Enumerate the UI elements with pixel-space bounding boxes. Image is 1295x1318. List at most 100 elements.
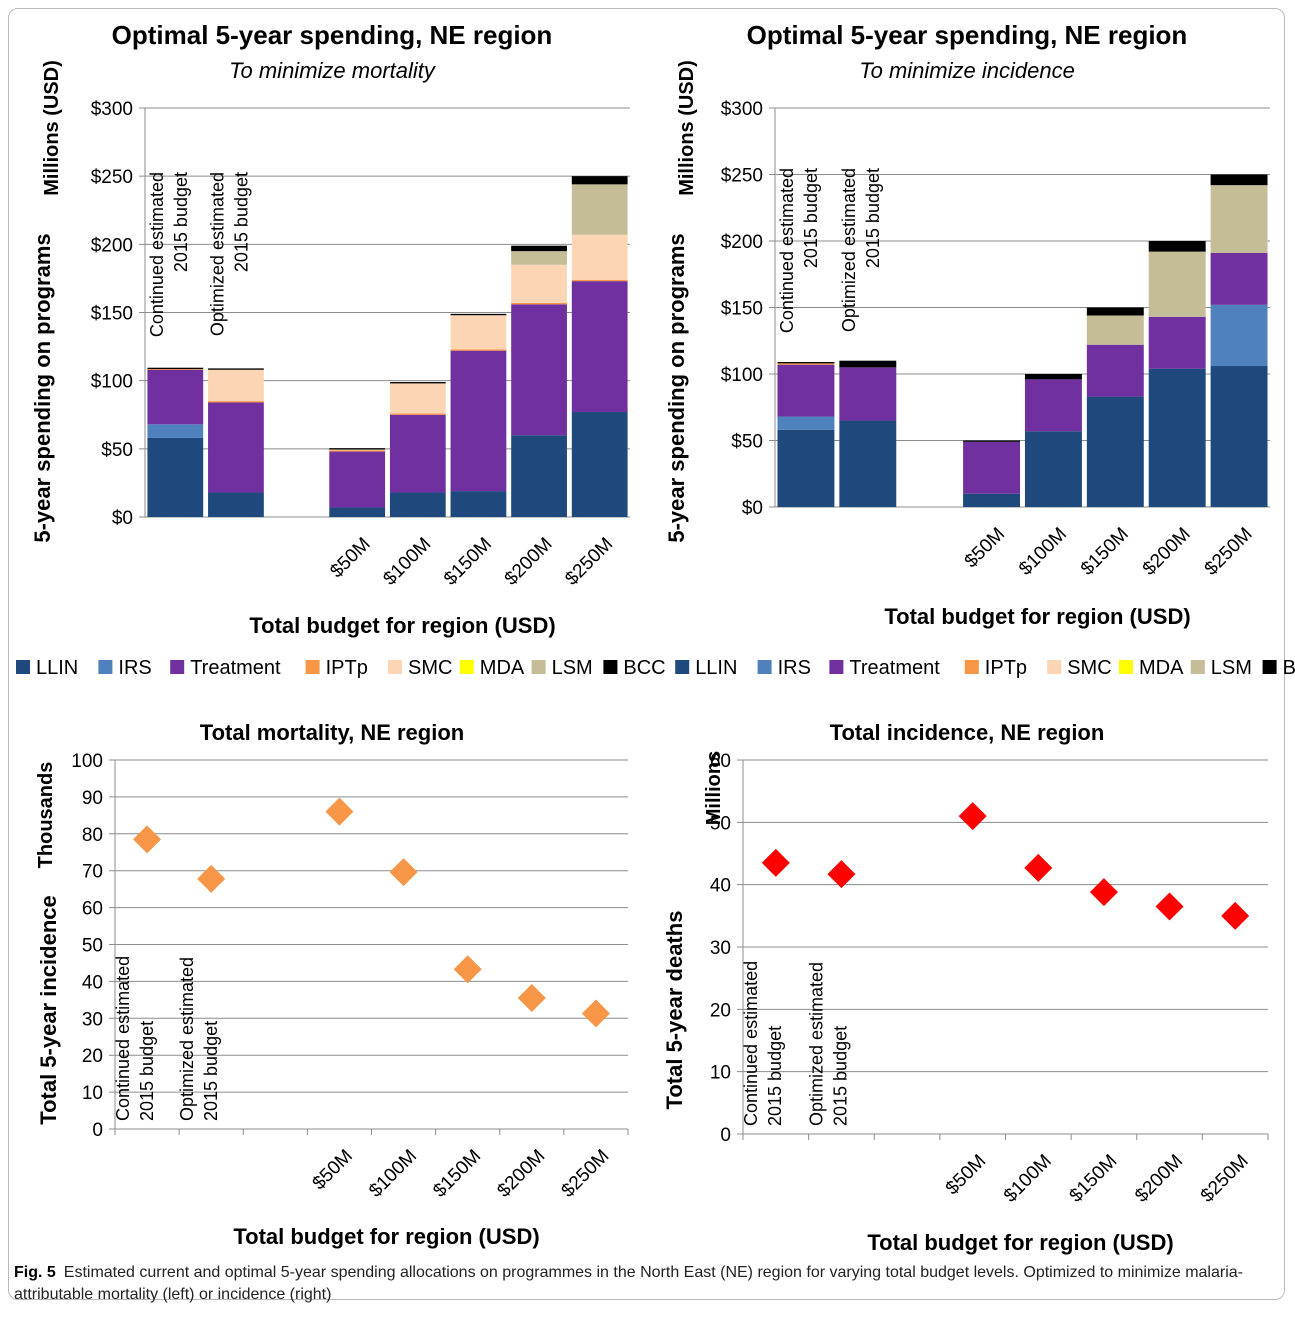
vertical-category-label: Optimized estimated (208, 172, 228, 336)
bar-segment (1148, 251, 1206, 317)
legend-item: LSM (531, 657, 593, 679)
y-unit-label: Millions (USD) (676, 60, 698, 196)
y-tick-label: 100 (71, 751, 103, 772)
x-tick-label: $100M (1000, 1151, 1056, 1207)
legend-item: IPTp (964, 657, 1027, 679)
bar-segment (1086, 396, 1144, 507)
x-tick-label: $150M (440, 534, 496, 590)
vertical-category-label: Optimized estimated (807, 962, 827, 1126)
legend-swatch (675, 660, 690, 674)
vertical-category-label: 2015 budget (765, 1026, 785, 1126)
legend-item: MDA (1119, 657, 1184, 679)
legend-swatch (170, 660, 185, 674)
caption-label: Fig. 5 (14, 1264, 56, 1281)
vertical-category-label: 2015 budget (232, 172, 252, 272)
legend: LLIN IRS Treatment IPTp SMC MDA LSM BCC LLIN IRS T… (16, 657, 1295, 679)
chart-title: Total incidence, NE region (830, 720, 1105, 745)
x-tick-label: $150M (1066, 1151, 1122, 1207)
chart-2: $0$50$100$150$200$250$300$50M $100M $150M $… (664, 20, 1270, 629)
legend-swatch (98, 660, 113, 674)
bar-segment (147, 424, 204, 438)
bar-segment (329, 451, 386, 508)
bar-segment (329, 507, 386, 517)
bar-segment (147, 437, 204, 517)
y-tick-label: 30 (82, 1009, 103, 1030)
bar-segment (839, 420, 897, 507)
x-tick-label: $50M (942, 1151, 990, 1199)
y-tick-label: $150 (91, 304, 133, 325)
legend-label: SMC (408, 657, 452, 679)
bar-segment (1086, 307, 1144, 316)
bar-segment (208, 369, 264, 402)
bar-segment (147, 369, 204, 370)
y-tick-label: 70 (82, 862, 103, 883)
bar-segment (329, 448, 386, 450)
bar-segment (571, 412, 628, 517)
y-tick-label: 0 (720, 1125, 731, 1146)
vertical-category-label: Optimized estimated (177, 957, 197, 1121)
legend-swatch (1262, 660, 1277, 674)
x-tick-label: $200M (1139, 524, 1195, 580)
legend-item: Treatment (170, 657, 281, 679)
y-tick-label: $100 (91, 372, 133, 393)
bar-segment (1086, 315, 1144, 345)
x-tick-label: $200M (1131, 1151, 1187, 1207)
legend-item: LSM (1190, 657, 1252, 679)
bar-segment (389, 492, 446, 517)
chart-3: 0 10 20 30 40 50 60 70 80 90 100 $50M $100M $150M $200… (35, 720, 629, 1249)
chart-1: $0$50$100$150$200$250$300$50M $100M $150M $… (30, 20, 630, 638)
x-tick-label: $100M (365, 1146, 421, 1202)
legend-label: IPTp (326, 657, 368, 679)
legend-label: Treatment (849, 657, 940, 679)
data-point (1155, 892, 1184, 921)
y-tick-label: 20 (710, 1000, 731, 1021)
y-tick-label: 40 (82, 972, 103, 993)
bar-segment (1210, 185, 1268, 253)
bar-segment (839, 360, 897, 368)
x-axis-label: Total budget for region (USD) (249, 613, 555, 638)
legend-item: BCC (603, 657, 666, 679)
bar-segment (329, 449, 386, 451)
bar-segment (511, 251, 567, 265)
legend-label: IRS (778, 657, 811, 679)
y-unit-label: Millions (USD) (41, 60, 63, 196)
legend-label: IPTp (985, 657, 1027, 679)
data-point (197, 864, 226, 893)
legend-label: Treatment (190, 657, 281, 679)
caption-text: Estimated current and optimal 5-year spe… (14, 1264, 1243, 1303)
bar-segment (571, 184, 628, 235)
x-tick-label: $150M (429, 1146, 485, 1202)
chart-title: Total mortality, NE region (200, 720, 464, 745)
x-axis-label: Total budget for region (USD) (233, 1224, 539, 1249)
bar-segment (571, 281, 628, 413)
data-point (389, 858, 418, 887)
legend-swatch (829, 660, 844, 674)
bar-segment (511, 302, 567, 305)
vertical-category-label: 2015 budget (831, 1026, 851, 1126)
x-tick-label: $250M (1197, 1151, 1253, 1207)
vertical-category-label: Continued estimated (777, 168, 797, 333)
bar-segment (963, 493, 1021, 507)
chart-subtitle: To minimize incidence (859, 58, 1075, 83)
y-tick-label: 30 (710, 938, 731, 959)
bar-segment (450, 349, 507, 351)
y-tick-label: $50 (101, 440, 133, 461)
data-point (827, 860, 856, 889)
bar-segment (208, 402, 264, 493)
y-tick-label: 60 (710, 751, 731, 772)
legend-item: MDA (459, 657, 525, 679)
bar-segment (777, 362, 835, 364)
vertical-category-label: 2015 budget (137, 1021, 157, 1121)
bar-segment (777, 364, 835, 417)
y-tick-label: 0 (92, 1120, 103, 1141)
x-tick-label: $50M (309, 1146, 357, 1194)
bar-segment (777, 363, 835, 365)
y-tick-label: 50 (82, 936, 103, 957)
bar-segment (571, 279, 628, 282)
x-tick-label: $250M (561, 534, 617, 590)
y-tick-label: 80 (82, 825, 103, 846)
bar-segment (450, 491, 507, 517)
vertical-category-label: Continued estimated (113, 956, 133, 1121)
vertical-category-label: 2015 budget (201, 1021, 221, 1121)
